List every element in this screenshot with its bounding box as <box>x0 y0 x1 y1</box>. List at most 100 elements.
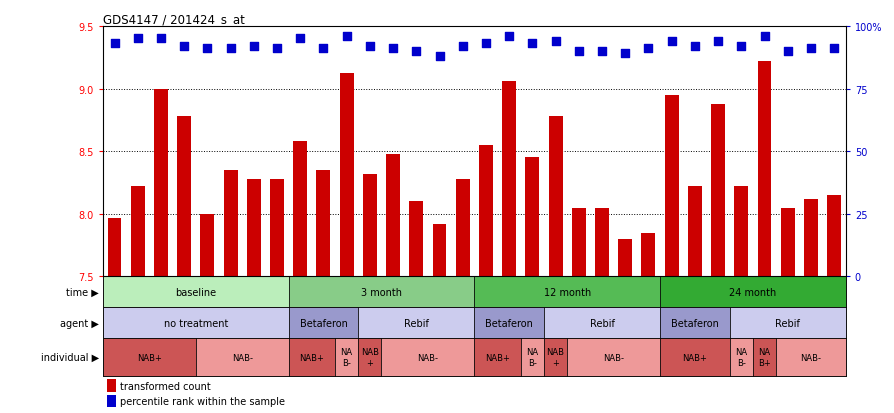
Text: NAB+: NAB+ <box>299 353 324 362</box>
Point <box>687 43 701 50</box>
Text: NAB-: NAB- <box>417 353 438 362</box>
Bar <box>103 339 196 376</box>
Bar <box>618 239 631 277</box>
Bar <box>154 89 168 277</box>
Point <box>131 36 145 43</box>
Bar <box>780 208 794 277</box>
Bar <box>641 233 654 277</box>
Text: NA
B-: NA B- <box>341 348 352 367</box>
Text: 12 month: 12 month <box>543 287 590 297</box>
Text: Betaferon: Betaferon <box>485 318 533 328</box>
Bar <box>525 158 539 277</box>
Point <box>525 41 539 47</box>
Text: percentile rank within the sample: percentile rank within the sample <box>120 396 284 406</box>
Bar <box>775 339 845 376</box>
Point <box>502 33 516 40</box>
Bar <box>571 208 586 277</box>
Point <box>316 46 330 52</box>
Point <box>663 38 678 45</box>
Bar <box>729 339 752 376</box>
Bar <box>196 339 288 376</box>
Text: transformed count: transformed count <box>120 381 210 391</box>
Point <box>107 41 122 47</box>
Bar <box>106 395 115 407</box>
Point <box>756 33 771 40</box>
Text: baseline: baseline <box>175 287 216 297</box>
Bar <box>340 74 353 277</box>
Bar <box>106 379 115 392</box>
Point <box>292 36 307 43</box>
Bar <box>752 339 775 376</box>
Text: NA
B+: NA B+ <box>757 348 770 367</box>
Text: Rebif: Rebif <box>589 318 614 328</box>
Bar <box>409 202 423 277</box>
Bar <box>520 339 544 376</box>
Point <box>270 46 284 52</box>
Bar <box>733 187 747 277</box>
Text: Rebif: Rebif <box>774 318 799 328</box>
Bar <box>358 308 474 339</box>
Point <box>641 46 655 52</box>
Point <box>803 46 817 52</box>
Bar <box>544 339 567 376</box>
Point <box>548 38 562 45</box>
Text: NA
B-: NA B- <box>735 348 746 367</box>
Point <box>200 46 215 52</box>
Point <box>826 46 840 52</box>
Bar <box>177 117 191 277</box>
Bar <box>711 104 724 277</box>
Bar <box>567 339 660 376</box>
Point <box>154 36 168 43</box>
Point <box>247 43 261 50</box>
Bar <box>316 171 330 277</box>
Point <box>455 43 469 50</box>
Point <box>478 41 493 47</box>
Bar <box>544 308 660 339</box>
Bar <box>548 117 562 277</box>
Bar <box>288 277 474 308</box>
Bar <box>474 339 520 376</box>
Point <box>733 43 747 50</box>
Bar <box>293 142 307 277</box>
Point <box>595 48 609 55</box>
Bar <box>660 308 729 339</box>
Bar <box>756 62 771 277</box>
Bar <box>660 339 729 376</box>
Text: no treatment: no treatment <box>164 318 228 328</box>
Point <box>432 54 446 60</box>
Bar <box>288 339 334 376</box>
Bar <box>826 195 840 277</box>
Text: NAB-: NAB- <box>603 353 623 362</box>
Bar <box>385 154 400 277</box>
Text: NAB-: NAB- <box>799 353 821 362</box>
Text: Rebif: Rebif <box>403 318 428 328</box>
Bar <box>455 179 469 277</box>
Text: NAB+: NAB+ <box>485 353 510 362</box>
Bar <box>358 339 381 376</box>
Bar <box>224 171 237 277</box>
Point <box>780 48 794 55</box>
Point <box>177 43 191 50</box>
Text: NAB
+: NAB + <box>360 348 378 367</box>
Point <box>224 46 238 52</box>
Point <box>710 38 724 45</box>
Bar <box>660 277 845 308</box>
Text: 24 month: 24 month <box>729 287 776 297</box>
Bar <box>474 277 660 308</box>
Bar <box>362 174 376 277</box>
Point <box>362 43 376 50</box>
Text: NAB+: NAB+ <box>137 353 162 362</box>
Bar <box>595 208 608 277</box>
Point <box>339 33 353 40</box>
Bar <box>432 224 446 277</box>
Bar <box>247 179 260 277</box>
Text: 3 month: 3 month <box>360 287 401 297</box>
Bar <box>200 214 215 277</box>
Bar <box>664 95 678 277</box>
Bar <box>103 277 288 308</box>
Point <box>385 46 400 52</box>
Point <box>618 51 632 58</box>
Text: time ▶: time ▶ <box>66 287 99 297</box>
Point <box>409 48 423 55</box>
Bar <box>103 308 288 339</box>
